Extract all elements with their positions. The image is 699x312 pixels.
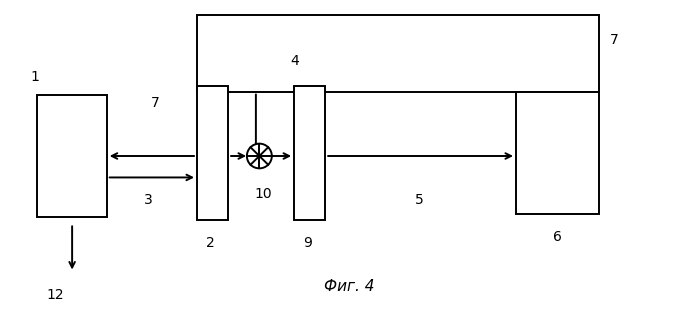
Bar — [38, 95, 107, 217]
Text: 5: 5 — [415, 193, 423, 207]
Text: 4: 4 — [291, 54, 299, 68]
Text: 7: 7 — [610, 33, 619, 47]
Bar — [197, 15, 599, 92]
Bar — [294, 85, 325, 220]
Text: 10: 10 — [254, 187, 272, 201]
Text: 7: 7 — [151, 96, 159, 110]
Text: 1: 1 — [31, 70, 39, 84]
Text: 3: 3 — [144, 193, 153, 207]
Ellipse shape — [247, 144, 272, 168]
Text: Фиг. 4: Фиг. 4 — [324, 279, 375, 294]
Text: 9: 9 — [303, 236, 312, 250]
Bar — [197, 85, 228, 220]
Bar — [516, 92, 599, 214]
Text: 6: 6 — [553, 230, 562, 244]
Text: 2: 2 — [206, 236, 215, 250]
Text: 12: 12 — [46, 288, 64, 302]
